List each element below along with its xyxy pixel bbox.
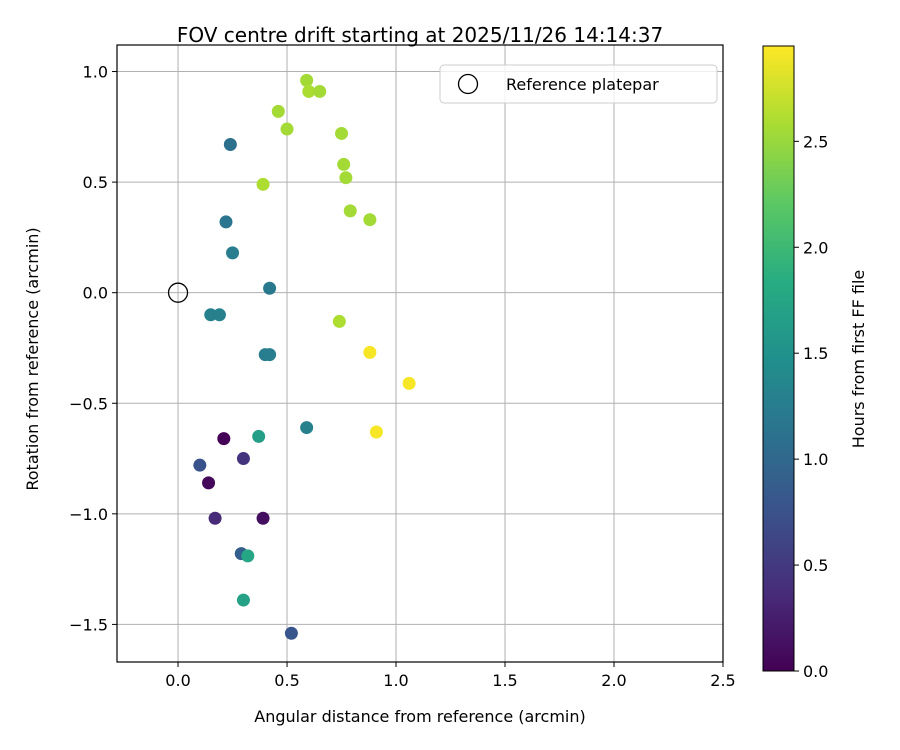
data-point [236,593,250,607]
colorbar-tick-label: 2.0 [803,238,828,257]
data-point [332,314,346,328]
x-tick-label: 0.5 [274,671,299,690]
y-tick-label: −1.0 [69,505,108,524]
colorbar-tick-label: 1.0 [803,450,828,469]
data-point [212,308,226,322]
data-point [219,215,233,229]
legend: Reference platepar [439,64,718,104]
x-axis-ticks: 0.0 0.5 1.0 1.5 2.0 2.5 [165,662,736,690]
chart-title: FOV centre drift starting at 2025/11/26 … [177,23,663,47]
reference-marker-group [167,282,189,303]
x-tick-label: 2.5 [710,671,735,690]
data-point [256,511,270,525]
data-point [193,458,207,472]
data-point [313,84,327,98]
data-point [252,429,266,443]
data-point [300,73,314,87]
x-tick-label: 1.0 [383,671,408,690]
data-point [343,204,357,218]
data-point [236,452,250,466]
data-point [284,626,298,640]
y-axis-label: Rotation from reference (arcmin) [23,227,42,490]
data-point [402,376,416,390]
data-point [271,104,285,118]
colorbar-tick-label: 0.5 [803,556,828,575]
data-point [226,246,240,260]
data-point [223,138,237,152]
data-points [193,73,416,640]
y-tick-label: −0.5 [69,394,108,413]
data-point [363,345,377,359]
colorbar-tick-label: 1.5 [803,344,828,363]
legend-reference-marker [457,73,479,95]
data-point [256,177,270,191]
reference-platepar-marker [167,282,189,303]
data-point [302,84,316,98]
data-point [300,421,314,435]
x-tick-label: 2.0 [601,671,626,690]
colorbar-ticks: 0.0 0.5 1.0 1.5 2.0 2.5 [794,132,828,681]
grid-lines [117,45,724,662]
y-tick-label: −1.5 [69,615,108,634]
data-point [339,171,353,185]
plot-area-frame [116,44,724,663]
colorbar [762,45,795,672]
legend-box [439,64,718,104]
x-tick-label: 0.0 [165,671,190,690]
x-axis-label: Angular distance from reference (arcmin) [254,707,585,726]
data-point [337,157,351,171]
colorbar-label: Hours from first FF file [849,270,868,449]
colorbar-tick-label: 2.5 [803,132,828,151]
y-tick-label: 0.0 [83,284,108,303]
data-point [280,122,294,136]
data-point [369,425,383,439]
data-point [208,511,222,525]
x-tick-label: 1.5 [492,671,517,690]
data-point [363,213,377,227]
colorbar-tick-label: 0.0 [803,662,828,681]
data-point [263,281,277,295]
data-point [263,348,277,362]
y-axis-ticks: 1.0 0.5 0.0 −0.5 −1.0 −1.5 [69,63,117,634]
legend-label: Reference platepar [506,75,659,94]
data-point [241,549,255,563]
data-point [202,476,216,490]
y-tick-label: 1.0 [83,63,108,82]
data-point [217,432,231,446]
data-point [335,126,349,140]
y-tick-label: 0.5 [83,173,108,192]
